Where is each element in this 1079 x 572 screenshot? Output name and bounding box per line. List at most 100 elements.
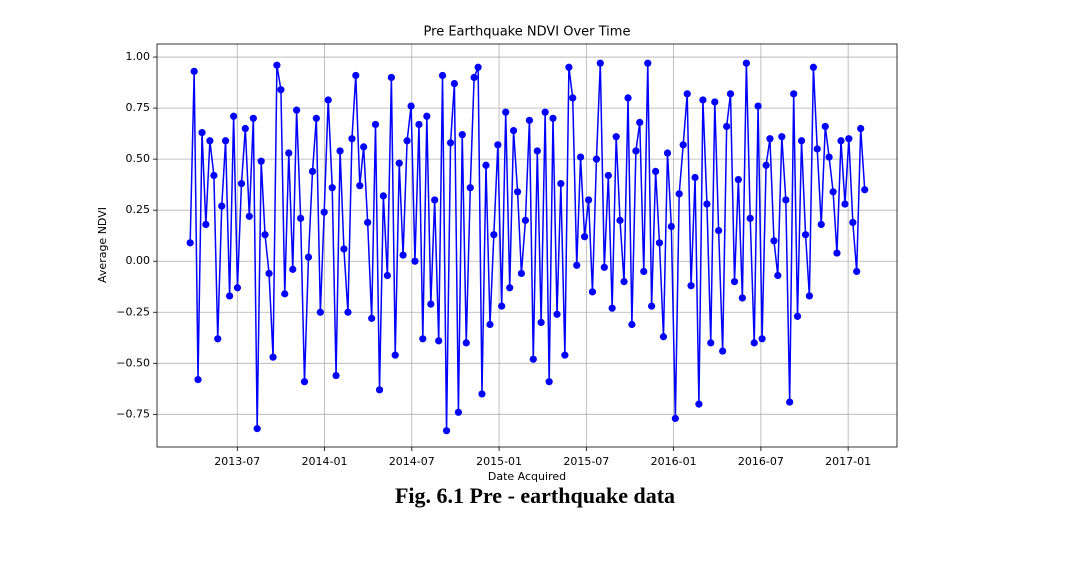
data-point [293, 106, 301, 114]
data-point [273, 61, 281, 69]
data-point [770, 237, 778, 245]
x-tick-label: 2014-07 [389, 455, 435, 468]
data-point [320, 208, 328, 216]
data-point [580, 233, 589, 241]
data-point [300, 378, 309, 386]
data-point [395, 159, 403, 167]
chart-title: Pre Earthquake NDVI Over Time [424, 25, 631, 40]
data-point [723, 122, 731, 131]
data-point [675, 190, 683, 198]
data-point [210, 171, 218, 180]
data-point [513, 188, 522, 196]
data-point [695, 400, 703, 408]
data-point [360, 143, 368, 151]
data-point [352, 71, 360, 80]
data-point [797, 137, 806, 145]
data-point [790, 90, 798, 98]
data-point [316, 308, 324, 316]
x-tick-label: 2013-07 [214, 455, 260, 468]
data-point [825, 153, 833, 161]
data-point [506, 284, 514, 292]
data-point [573, 261, 581, 269]
data-point [375, 386, 384, 394]
data-point [782, 196, 790, 204]
data-point [726, 90, 735, 98]
data-point [419, 335, 427, 343]
data-point [774, 271, 782, 280]
data-point [233, 284, 242, 292]
data-point [269, 353, 277, 361]
data-point [557, 180, 565, 188]
data-point [308, 167, 317, 175]
data-point [813, 145, 821, 153]
data-point [494, 141, 502, 149]
data-point [667, 222, 675, 231]
data-point [648, 302, 656, 310]
plot-frame [156, 43, 898, 448]
data-point [253, 425, 261, 433]
data-point [738, 294, 746, 302]
data-point [861, 186, 869, 194]
y-axis-label: Average NDVI [96, 207, 109, 283]
data-point [297, 214, 305, 222]
data-point [853, 267, 861, 276]
data-point [458, 131, 466, 139]
data-point [608, 304, 616, 312]
data-point [652, 167, 660, 175]
data-point [545, 378, 553, 386]
data-point [821, 122, 829, 131]
data-point [569, 94, 577, 102]
data-point [312, 114, 320, 122]
data-point [379, 192, 387, 200]
data-point [245, 212, 253, 220]
data-point [454, 408, 463, 416]
x-tick-label: 2015-01 [476, 455, 522, 468]
data-point [754, 102, 762, 110]
data-point [328, 184, 336, 192]
data-point [411, 257, 419, 265]
data-point [699, 96, 707, 104]
data-point [620, 278, 628, 286]
data-point [474, 63, 482, 71]
data-point [478, 390, 486, 398]
data-point [435, 337, 443, 345]
data-point [387, 73, 395, 82]
data-point [762, 161, 770, 169]
data-point [707, 339, 715, 347]
data-point [644, 59, 652, 67]
data-point [715, 226, 723, 235]
data-point [438, 71, 447, 80]
data-point [186, 239, 194, 247]
data-point [257, 157, 265, 165]
data-point [612, 133, 620, 141]
data-point [383, 271, 391, 280]
data-point [537, 318, 545, 327]
data-point [857, 124, 865, 133]
data-point [226, 292, 234, 300]
data-point [730, 278, 739, 286]
data-point [663, 149, 672, 157]
data-point [734, 175, 742, 184]
data-point [249, 114, 257, 122]
data-point [304, 253, 313, 261]
data-point [198, 129, 206, 137]
data-point [517, 269, 526, 278]
y-tick-label: 1.00 [126, 50, 151, 63]
data-point [719, 347, 727, 355]
data-point [703, 200, 711, 208]
data-point [502, 108, 510, 116]
data-point [805, 292, 813, 300]
data-point [490, 231, 498, 239]
data-point [391, 351, 399, 359]
data-point [237, 180, 246, 188]
data-point [592, 155, 601, 163]
data-point [683, 90, 691, 98]
data-point [628, 320, 636, 329]
data-point [241, 124, 249, 133]
data-point [793, 312, 802, 320]
data-point [442, 427, 451, 435]
data-point [364, 218, 372, 227]
data-point [214, 335, 222, 343]
data-point [833, 249, 841, 257]
data-point [565, 63, 573, 71]
